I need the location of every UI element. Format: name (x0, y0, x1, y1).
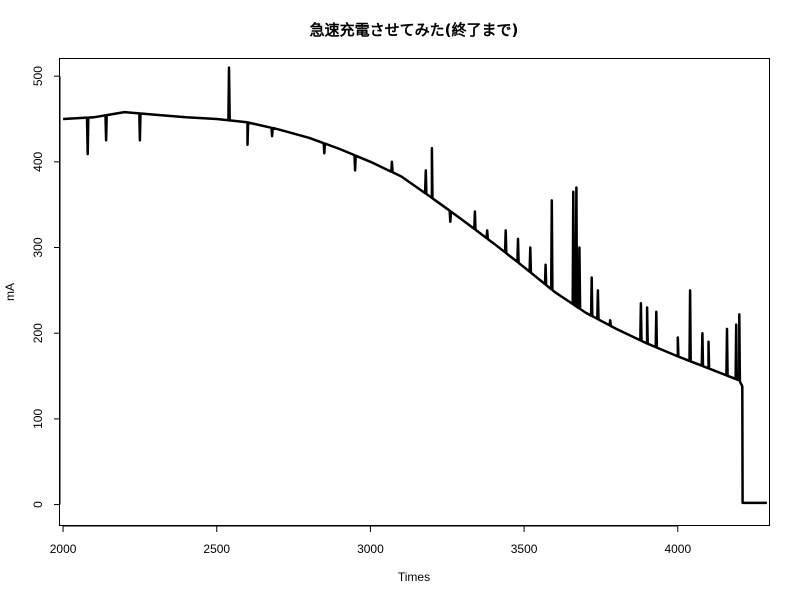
x-tick-label: 2000 (50, 542, 77, 556)
chart-title: 急速充電させてみた(終了まで) (310, 21, 519, 39)
y-tick-label: 500 (31, 66, 45, 86)
y-axis-label: mA (3, 283, 17, 301)
y-tick-label: 0 (31, 501, 45, 508)
y-tick-label: 200 (31, 323, 45, 343)
plot-area (63, 66, 767, 505)
y-tick-label: 300 (31, 237, 45, 257)
x-tick-label: 3500 (511, 542, 538, 556)
y-tick-label: 400 (31, 151, 45, 171)
plot-frame (59, 58, 770, 526)
x-axis: 2000 2500 3000 3500 4000 (50, 525, 691, 556)
x-tick-label: 2500 (203, 542, 230, 556)
series-line (63, 66, 767, 505)
y-axis: 0 100 200 300 400 500 (31, 66, 61, 508)
x-tick-label: 4000 (664, 542, 691, 556)
x-axis-label: Times (398, 570, 430, 584)
x-tick-label: 3000 (357, 542, 384, 556)
y-tick-label: 100 (31, 409, 45, 429)
